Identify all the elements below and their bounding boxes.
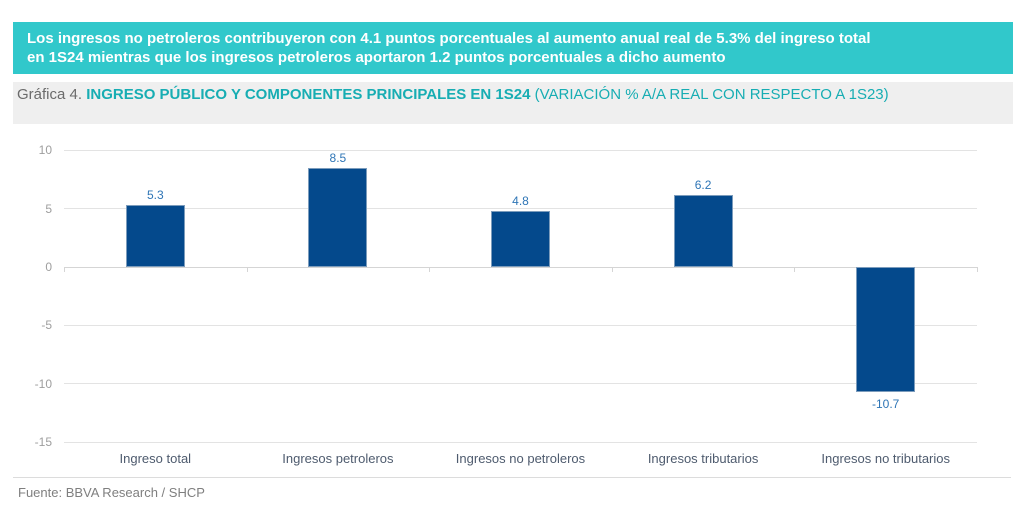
gridline-y-10: [64, 383, 977, 385]
chart-title: Gráfica 4. INGRESO PÚBLICO Y COMPONENTES…: [17, 85, 969, 104]
chart-bar-2: [308, 167, 368, 267]
y-axis-label-5: 5: [45, 201, 52, 216]
gridline-y0: [64, 266, 977, 268]
chart-title-suffix: (VARIACIÓN % A/A REAL CON RESPECTO A 1S2…: [530, 86, 889, 103]
gridline-y5: [64, 208, 977, 210]
chart-title-band: Gráfica 4. INGRESO PÚBLICO Y COMPONENTES…: [13, 82, 1013, 124]
bar-value-label: 4.8: [512, 193, 529, 208]
bar-value-label: -10.7: [872, 396, 900, 411]
x-axis-category-label: Ingresos petroleros: [282, 451, 394, 466]
bar-value-label: 6.2: [694, 177, 712, 192]
chart-title-main: INGRESO PÚBLICO Y COMPONENTES PRINCIPALE…: [86, 86, 531, 103]
gridline-y10: [64, 149, 977, 151]
highlight-banner: Los ingresos no petroleros contribuyeron…: [13, 22, 1013, 74]
x-axis-category-label: Ingresos tributarios: [647, 451, 759, 466]
x-axis-tick: [611, 267, 613, 272]
gridline-y-15: [64, 441, 977, 443]
y-axis-label-10: 10: [38, 143, 52, 158]
chart-title-prefix: Gráfica 4.: [17, 86, 87, 103]
source-note: Fuente: BBVA Research / SHCP: [18, 485, 205, 500]
x-axis-tick: [246, 267, 248, 272]
x-axis-category-label: Ingresos no tributarios: [821, 451, 950, 466]
x-axis-tick: [429, 267, 431, 272]
y-axis-label--15: -15: [34, 435, 52, 450]
x-axis-tick: [64, 267, 65, 272]
chart-bar-4: [673, 194, 733, 267]
x-axis-tick: [977, 267, 978, 272]
y-axis-label--10: -10: [34, 376, 52, 391]
banner-text-line-2: en 1S24 mientras que los ingresos petrol…: [27, 49, 726, 66]
footer-divider: [13, 477, 1011, 478]
x-axis-category-label: Ingresos no petroleros: [455, 451, 586, 466]
chart-bar-3: [491, 210, 550, 267]
y-axis-label--5: -5: [41, 318, 52, 333]
y-axis-label-0: 0: [45, 260, 52, 274]
banner-text-line-1: Los ingresos no petroleros contribuyeron…: [27, 30, 871, 47]
x-axis-tick: [794, 267, 796, 272]
bar-value-label: 8.5: [329, 150, 347, 165]
chart-bar-5: [856, 267, 916, 392]
gridline-y-5: [64, 324, 977, 326]
bar-value-label: 5.3: [146, 188, 164, 203]
chart-bar-1: [125, 205, 185, 267]
x-axis-category-label: Ingreso total: [119, 451, 192, 466]
